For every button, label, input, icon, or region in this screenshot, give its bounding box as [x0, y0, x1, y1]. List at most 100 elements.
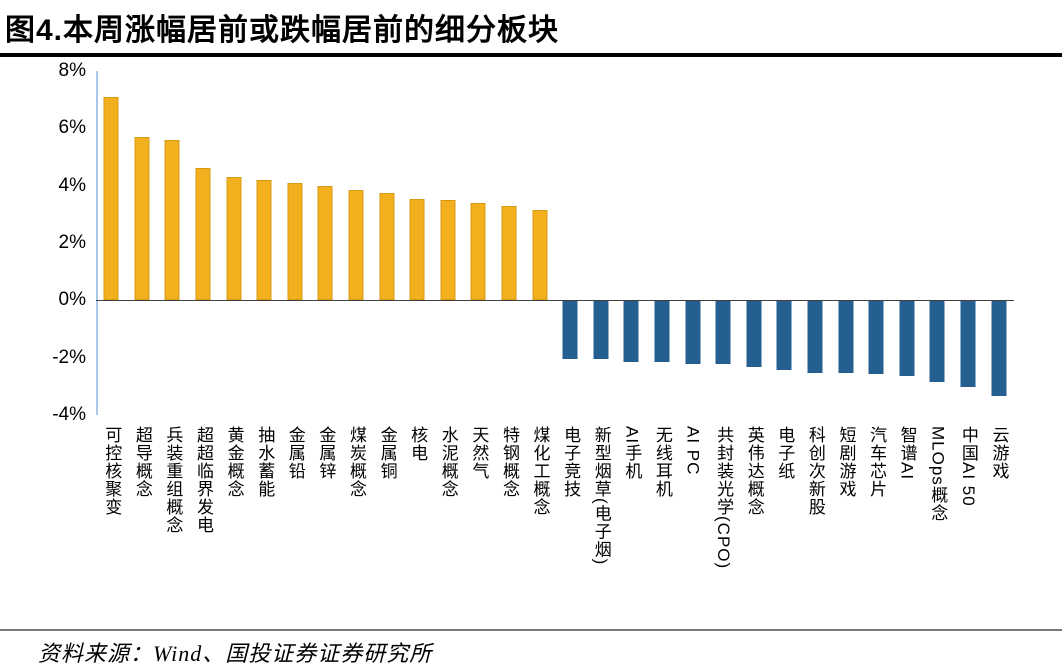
source-text: 资料来源：Wind、国投证券证券研究所: [38, 641, 433, 666]
loss-bar: [746, 301, 762, 368]
bar-column: [188, 71, 219, 415]
bar-column: [586, 71, 617, 415]
x-axis-label: 电子竞技: [555, 426, 586, 624]
bar-column: [402, 71, 433, 415]
x-axis-label-text: 黄金概念: [224, 426, 244, 498]
loss-bar: [715, 301, 731, 365]
x-axis-label: 天然气: [463, 426, 494, 624]
gain-bar: [256, 179, 272, 301]
x-axis-label-text: AI手机: [622, 426, 642, 481]
x-axis-label-text: 核电: [408, 426, 428, 462]
loss-bar: [807, 301, 823, 373]
gain-bar: [409, 198, 425, 301]
x-axis-label: 科创次新股: [800, 426, 831, 624]
bar-column: [433, 71, 464, 415]
x-axis-label: 抽水蓄能: [249, 426, 280, 624]
gain-bar: [348, 189, 364, 301]
x-axis-label: 特钢概念: [494, 426, 525, 624]
x-axis-label-text: 金属锌: [316, 426, 336, 480]
x-axis-label-text: 煤化工概念: [530, 426, 550, 516]
bar-column: [800, 71, 831, 415]
x-axis-label: 兵装重组概念: [157, 426, 188, 624]
bar-column: [677, 71, 708, 415]
gain-bar: [317, 185, 333, 301]
plot-area: [96, 71, 1014, 415]
bar-column: [891, 71, 922, 415]
x-axis-label: 电子纸: [769, 426, 800, 624]
x-axis-label: 煤化工概念: [524, 426, 555, 624]
bar-column: [922, 71, 953, 415]
loss-bar: [899, 301, 915, 376]
y-tick-label: 6%: [58, 117, 86, 139]
bar-column: [310, 71, 341, 415]
x-axis-label: 中国AI 50: [953, 426, 984, 624]
x-axis-label-text: 共封装光学(CPO): [714, 426, 734, 570]
x-axis-label: 核电: [402, 426, 433, 624]
x-axis-label-text: 中国AI 50: [958, 426, 978, 507]
bar-column: [738, 71, 769, 415]
x-axis-label-text: 抽水蓄能: [255, 426, 275, 498]
loss-bar: [685, 301, 701, 365]
loss-bar: [654, 301, 670, 362]
gain-bar: [226, 177, 242, 301]
bar-column: [953, 71, 984, 415]
bar-column: [769, 71, 800, 415]
x-axis-label-text: 短剧游戏: [836, 426, 856, 498]
bar-column: [861, 71, 892, 415]
x-axis-label: 无线耳机: [647, 426, 678, 624]
x-axis-label-text: 电子竞技: [561, 426, 581, 498]
bar-column: [341, 71, 372, 415]
gain-bar: [532, 210, 548, 301]
zero-baseline: [96, 300, 1014, 301]
x-axis-label: 金属锌: [310, 426, 341, 624]
gain-bar: [164, 139, 180, 301]
x-axis-label-text: 金属铜: [377, 426, 397, 480]
bar-column: [463, 71, 494, 415]
x-axis-label: 煤炭概念: [341, 426, 372, 624]
x-axis-label-text: MLOps概念: [928, 426, 948, 522]
y-tick-label: 2%: [58, 232, 86, 253]
gain-bar: [195, 168, 211, 301]
x-axis-label-text: 智谱AI: [897, 426, 917, 481]
bar-column: [280, 71, 311, 415]
x-axis-label-text: 水泥概念: [438, 426, 458, 498]
y-axis: 8% 6% 4% 2% 0% -2% -4%: [0, 60, 86, 425]
bar-column: [983, 71, 1014, 415]
x-axis-label-text: 科创次新股: [805, 426, 825, 516]
x-axis-label-text: 金属铅: [285, 426, 305, 480]
x-axis-labels: 可控核聚变 超导概念 兵装重组概念 超超临界发电 黄金概念 抽水蓄能 金属铅 金属锌 煤炭概念金…: [96, 426, 1014, 624]
gain-bar: [103, 96, 119, 301]
bar-column: [96, 71, 127, 415]
gain-bar: [501, 205, 517, 301]
gain-bar: [287, 182, 303, 301]
y-tick-label: 0%: [58, 289, 86, 311]
x-axis-label: 金属铅: [280, 426, 311, 624]
loss-bar: [623, 301, 639, 362]
x-axis-label: AI PC: [677, 426, 708, 624]
x-axis-label-text: 天然气: [469, 426, 489, 480]
y-tick-label: -2%: [52, 346, 86, 368]
loss-bar: [593, 301, 609, 359]
x-axis-label-text: 新型烟草(电子烟): [591, 426, 611, 566]
x-axis-label: 汽车芯片: [861, 426, 892, 624]
bar-column: [494, 71, 525, 415]
x-axis-label: 智谱AI: [891, 426, 922, 624]
x-axis-label: 英伟达概念: [738, 426, 769, 624]
x-axis-label-text: AI PC: [683, 426, 703, 476]
bar-column: [708, 71, 739, 415]
x-axis-label: 共封装光学(CPO): [708, 426, 739, 624]
x-axis-label-text: 超超临界发电: [194, 426, 213, 534]
loss-bar: [929, 301, 945, 382]
gain-bar: [379, 192, 395, 301]
x-axis-label: 短剧游戏: [830, 426, 861, 624]
loss-bar: [838, 301, 854, 373]
y-axis-line: [96, 71, 98, 415]
x-axis-label: 云游戏: [983, 426, 1014, 624]
y-tick-label: 4%: [58, 174, 86, 196]
y-tick-label: 8%: [58, 60, 86, 81]
x-axis-label-text: 无线耳机: [652, 426, 672, 498]
x-axis-label: AI手机: [616, 426, 647, 624]
bar-column: [830, 71, 861, 415]
bar-column: [524, 71, 555, 415]
x-axis-label-text: 特钢概念: [499, 426, 519, 498]
